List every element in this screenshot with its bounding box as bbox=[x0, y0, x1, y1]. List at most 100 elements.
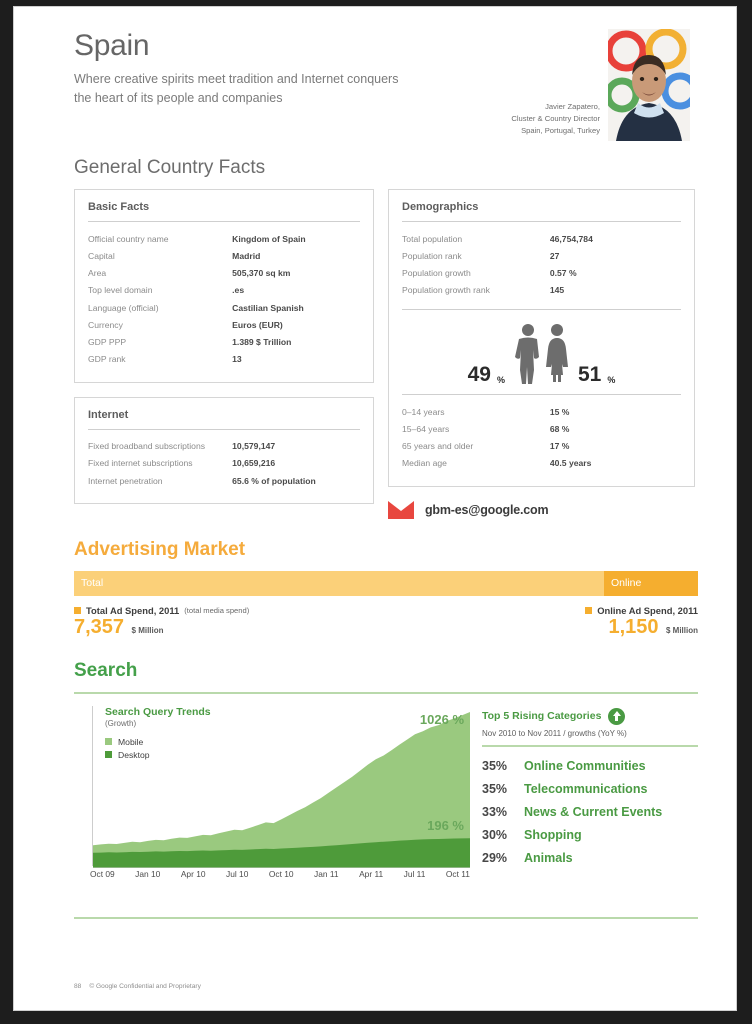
row-key: GDP rank bbox=[88, 354, 126, 365]
list-item: 35% Telecommunications bbox=[482, 782, 698, 796]
chart-label-desktop-end: 196 % bbox=[427, 817, 464, 833]
legend-label-desktop: Desktop bbox=[118, 749, 150, 760]
row-key: Internet penetration bbox=[88, 475, 163, 486]
page-title: Spain bbox=[74, 29, 150, 62]
row-key: Fixed internet subscriptions bbox=[88, 458, 193, 469]
bar-segment-total: Total bbox=[74, 570, 604, 596]
advertising-figures: Total Ad Spend, 2011 (total media spend)… bbox=[74, 605, 698, 638]
table-row: 15–64 years 68 % bbox=[402, 421, 681, 438]
x-tick-label: Jul 10 bbox=[226, 868, 249, 879]
table-row: Top level domain .es bbox=[88, 283, 360, 300]
rising-item-pct: 35% bbox=[482, 781, 508, 796]
general-facts-row: Basic Facts Official country name Kingdom… bbox=[74, 189, 698, 525]
rising-item-name: Animals bbox=[524, 850, 573, 865]
table-row: GDP PPP 1.389 $ Trillion bbox=[88, 334, 360, 351]
demographics-table: Total population 46,754,784 Population ra… bbox=[402, 231, 681, 300]
table-row: Currency Euros (EUR) bbox=[88, 317, 360, 334]
list-item: 30% Shopping bbox=[482, 828, 698, 842]
x-tick-label: Oct 11 bbox=[445, 868, 470, 879]
male-percentage: 49 bbox=[467, 362, 491, 386]
contact-email-row[interactable]: gbm-es@google.com bbox=[388, 500, 695, 519]
gender-figures bbox=[515, 323, 568, 385]
table-row: Fixed broadband subscriptions 10,579,147 bbox=[88, 439, 360, 456]
page-footer: 88 © Google Confidential and Proprietary bbox=[74, 983, 201, 990]
page-number: 88 bbox=[74, 983, 82, 990]
chart-title: Search Query Trends bbox=[105, 705, 211, 718]
envelope-icon bbox=[388, 500, 414, 519]
legend-swatch-icon bbox=[585, 606, 593, 614]
row-value: 0.57 % bbox=[549, 268, 577, 279]
row-key: Official country name bbox=[88, 233, 169, 244]
bar-segment-online: Online bbox=[604, 570, 698, 596]
demographics-divider-bottom bbox=[402, 393, 681, 395]
table-row: Capital Madrid bbox=[88, 248, 360, 265]
row-value: Euros (EUR) bbox=[232, 319, 283, 330]
rising-title-row: Top 5 Rising Categories bbox=[482, 707, 698, 725]
row-value: 27 bbox=[549, 250, 560, 261]
row-key: Currency bbox=[88, 319, 123, 330]
legend-swatch-icon bbox=[74, 606, 81, 614]
internet-table: Fixed broadband subscriptions 10,579,147 … bbox=[88, 439, 360, 491]
row-value: 13 bbox=[232, 354, 242, 365]
portrait-image bbox=[608, 29, 690, 141]
rising-item-name: News & Current Events bbox=[524, 804, 663, 819]
portrait-role: Cluster & Country Director bbox=[511, 113, 600, 123]
search-query-trends-chart: Search Query Trends (Growth) Mobile Desk… bbox=[74, 705, 470, 901]
advertising-title: Advertising Market bbox=[74, 538, 246, 560]
table-row: 0–14 years 15 % bbox=[402, 404, 681, 421]
table-row: Language (official) Castilian Spanish bbox=[88, 300, 360, 317]
rising-list: 35% Online Communities 35% Telecommunicatio… bbox=[482, 759, 698, 865]
legend-item-mobile: Mobile bbox=[105, 737, 150, 747]
male-figure-icon bbox=[515, 323, 539, 384]
male-percent-sign: % bbox=[496, 374, 505, 385]
x-tick-label: Apr 11 bbox=[359, 868, 384, 879]
row-value: 40.5 years bbox=[549, 458, 592, 469]
row-value: 1.389 $ Trillion bbox=[232, 336, 292, 347]
total-ad-spend-value: 7,357 bbox=[74, 615, 125, 638]
facts-right-column: Demographics Total population 46,754,784 … bbox=[388, 189, 695, 525]
total-ad-spend-sublabel: (total media spend) bbox=[184, 605, 250, 615]
basic-facts-card: Basic Facts Official country name Kingdom… bbox=[74, 189, 374, 383]
chart-legend: Mobile Desktop bbox=[105, 737, 150, 763]
chart-plot-area bbox=[93, 711, 470, 868]
female-percentage: 51 bbox=[578, 362, 602, 386]
row-value: Castilian Spanish bbox=[232, 302, 304, 313]
row-key: GDP PPP bbox=[88, 336, 127, 347]
row-value: Madrid bbox=[232, 250, 261, 261]
portrait-region: Spain, Portugal, Turkey bbox=[521, 125, 600, 135]
general-facts-title: General Country Facts bbox=[74, 157, 266, 178]
contact-email[interactable]: gbm-es@google.com bbox=[425, 502, 549, 517]
list-item: 35% Online Communities bbox=[482, 759, 698, 773]
total-ad-spend-label-row: Total Ad Spend, 2011 (total media spend) bbox=[74, 605, 249, 616]
row-key: Language (official) bbox=[88, 302, 159, 313]
portrait-photo bbox=[608, 29, 690, 141]
hero-section: Spain Where creative spirits meet tradit… bbox=[74, 7, 698, 157]
row-key: Median age bbox=[402, 458, 447, 469]
row-value: 10,579,147 bbox=[232, 441, 276, 452]
row-value: 68 % bbox=[549, 423, 570, 434]
row-value: Kingdom of Spain bbox=[232, 233, 306, 244]
rising-categories-panel: Top 5 Rising Categories Nov 2010 to Nov … bbox=[482, 706, 698, 901]
rising-subtitle: Nov 2010 to Nov 2011 / growths (YoY %) bbox=[482, 729, 698, 747]
x-tick-label: Apr 10 bbox=[180, 868, 206, 879]
rising-item-pct: 30% bbox=[482, 827, 508, 842]
chart-subtitle: (Growth) bbox=[105, 718, 137, 728]
row-key: 15–64 years bbox=[402, 423, 450, 434]
chart-x-axis: Oct 09 Jan 10 Apr 10 Jul 10 Oct 10 Jan 11 Apr … bbox=[90, 869, 470, 879]
row-key: Population growth bbox=[402, 268, 471, 279]
rising-item-pct: 29% bbox=[482, 850, 508, 865]
row-value: .es bbox=[232, 285, 245, 296]
demographics-divider-top bbox=[402, 308, 681, 310]
internet-card: Internet Fixed broadband subscriptions 10… bbox=[74, 396, 374, 505]
row-key: Capital bbox=[88, 250, 115, 261]
chart-label-mobile-end: 1026 % bbox=[419, 711, 464, 727]
online-ad-spend-label-row: Online Ad Spend, 2011 bbox=[585, 605, 698, 616]
document-page: Spain Where creative spirits meet tradit… bbox=[14, 7, 736, 1010]
row-key: Fixed broadband subscriptions bbox=[88, 441, 206, 452]
internet-title: Internet bbox=[88, 409, 360, 430]
search-title: Search bbox=[74, 659, 138, 681]
gender-split: 49 % 51 bbox=[402, 319, 681, 385]
table-row: 65 years and older 17 % bbox=[402, 438, 681, 455]
row-value: 505,370 sq km bbox=[232, 268, 291, 279]
table-row: GDP rank 13 bbox=[88, 351, 360, 368]
